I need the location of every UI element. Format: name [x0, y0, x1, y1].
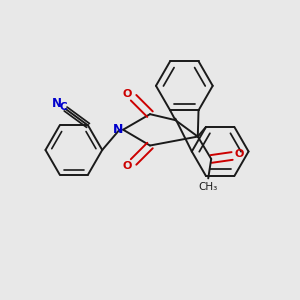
Text: N: N: [112, 123, 123, 136]
Text: N: N: [52, 97, 62, 110]
Text: O: O: [235, 149, 244, 160]
Text: O: O: [122, 160, 132, 170]
Text: CH₃: CH₃: [199, 182, 218, 192]
Text: O: O: [122, 89, 132, 99]
Text: C: C: [59, 102, 67, 112]
